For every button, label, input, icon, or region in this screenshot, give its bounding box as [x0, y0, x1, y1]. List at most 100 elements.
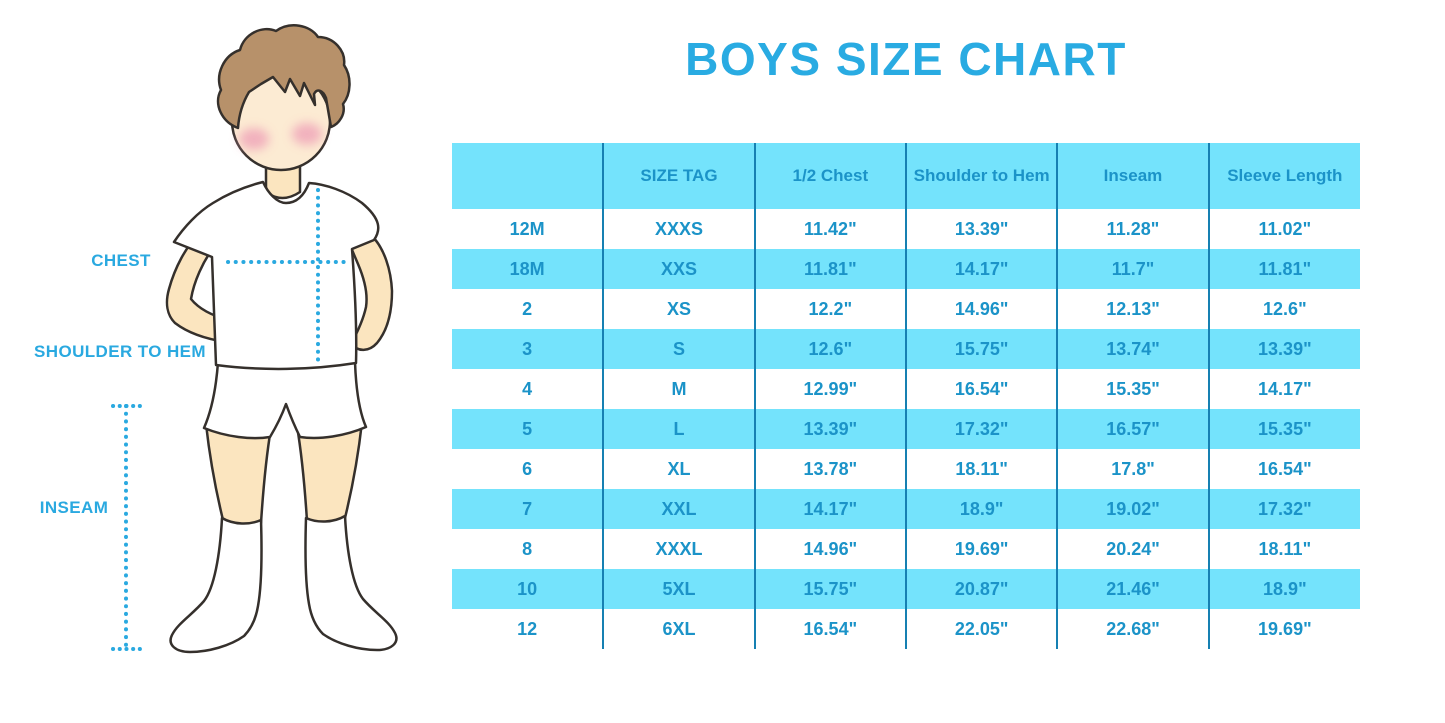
measurement-cell: 19.69" [1207, 609, 1360, 649]
measurement-cell: 19.02" [1056, 489, 1209, 529]
boy-hair [216, 24, 351, 130]
corner-header-cell [452, 143, 603, 209]
size-tag-cell: XXXL [602, 529, 755, 569]
measurement-cell: 17.32" [904, 409, 1058, 449]
size-tag-cell: 5XL [602, 569, 755, 609]
measurement-cell: 18.9" [904, 489, 1058, 529]
boy-sock-left [169, 516, 263, 654]
measurement-cell: 11.81" [753, 249, 906, 289]
measurement-cell: 12.13" [1056, 289, 1209, 329]
shoulder-to-hem-label: SHOULDER TO HEM [34, 342, 206, 361]
measurement-cell: 14.96" [904, 289, 1058, 329]
inseam-label: INSEAM [39, 498, 109, 517]
measurement-cell: 12.6" [1207, 289, 1360, 329]
size-cell: 6 [522, 458, 533, 479]
measurement-cell: 19.69" [904, 529, 1058, 569]
size-cell: 7 [522, 498, 533, 519]
measurement-cell: 15.75" [753, 569, 906, 609]
measurement-cell: 22.68" [1056, 609, 1209, 649]
table-row: 6 XL 13.78" 18.11" 17.8" 16.54" [452, 449, 1360, 489]
boy-shirt [172, 180, 380, 371]
header-row: SIZE TAG 1/2 Chest Shoulder to Hem Inseam Sl… [452, 143, 1360, 209]
measurement-cell: 18.11" [1207, 529, 1360, 569]
measurement-cell: 12.6" [753, 329, 906, 369]
boy-cheek-right [292, 123, 322, 145]
chest-label: CHEST [91, 251, 151, 270]
table-header: SIZE TAG 1/2 Chest Shoulder to Hem Inseam Sl… [452, 143, 1360, 209]
size-cell: 2 [522, 298, 533, 319]
size-tag-cell: XL [602, 449, 755, 489]
table-row: 10 5XL 15.75" 20.87" 21.46" 18.9" [452, 569, 1360, 609]
column-header: 1/2 Chest [753, 143, 906, 209]
page-title: BOYS SIZE CHART [685, 33, 1127, 85]
size-tag-cell: 6XL [602, 609, 755, 649]
boy-cheek-left [239, 128, 269, 150]
measurement-cell: 11.81" [1207, 249, 1360, 289]
size-cell: 12M [509, 218, 545, 239]
measurement-cell: 11.02" [1207, 209, 1360, 249]
table-row: 7 XXL 14.17" 18.9" 19.02" 17.32" [452, 489, 1360, 529]
boy-sock-right [304, 514, 398, 652]
measurement-cell: 22.05" [904, 609, 1058, 649]
measurement-cell: 17.32" [1207, 489, 1360, 529]
table-row: 12M XXXS 11.42" 13.39" 11.28" 11.02" [452, 209, 1360, 249]
measurement-cell: 11.28" [1056, 209, 1209, 249]
size-cell: 3 [522, 338, 533, 359]
size-tag-cell: M [602, 369, 755, 409]
table-row: 2 XS 12.2" 14.96" 12.13" 12.6" [452, 289, 1360, 329]
size-cell: 5 [522, 418, 533, 439]
table-row: 18M XXS 11.81" 14.17" 11.7" 11.81" [452, 249, 1360, 289]
table-row: 4 M 12.99" 16.54" 15.35" 14.17" [452, 369, 1360, 409]
column-header: Sleeve Length [1207, 143, 1360, 209]
measurement-cell: 14.17" [904, 249, 1058, 289]
measurement-cell: 14.17" [1207, 369, 1360, 409]
measurement-cell: 18.9" [1207, 569, 1360, 609]
measurement-cell: 11.42" [753, 209, 906, 249]
measurement-cell: 18.11" [904, 449, 1058, 489]
boy-measurement-illustration [111, 24, 398, 654]
measurement-cell: 16.57" [1056, 409, 1209, 449]
measurement-cell: 20.87" [904, 569, 1058, 609]
size-cell: 12 [517, 618, 538, 639]
table-row: 8 XXXL 14.96" 19.69" 20.24" 18.11" [452, 529, 1360, 569]
size-tag-cell: S [602, 329, 755, 369]
measurement-cell: 13.39" [1207, 329, 1360, 369]
boy-shorts [202, 360, 368, 440]
measurement-cell: 12.99" [753, 369, 906, 409]
measurement-cell: 13.39" [904, 209, 1058, 249]
measurement-cell: 14.17" [753, 489, 906, 529]
size-tag-cell: XS [602, 289, 755, 329]
measurement-cell: 15.75" [904, 329, 1058, 369]
measurement-cell: 13.78" [753, 449, 906, 489]
size-tag-cell: L [602, 409, 755, 449]
measurement-cell: 11.7" [1056, 249, 1209, 289]
measurement-cell: 16.54" [1207, 449, 1360, 489]
measurement-cell: 12.2" [753, 289, 906, 329]
size-table: SIZE TAG 1/2 Chest Shoulder to Hem Inseam Sl… [452, 143, 1360, 649]
measurement-cell: 16.54" [904, 369, 1058, 409]
size-cell: 10 [517, 578, 538, 599]
table-row: 12 6XL 16.54" 22.05" 22.68" 19.69" [452, 609, 1360, 649]
measurement-cell: 13.39" [753, 409, 906, 449]
boy-leg-left [204, 422, 273, 529]
measurement-cell: 14.96" [753, 529, 906, 569]
table-row: 3 S 12.6" 15.75" 13.74" 13.39" [452, 329, 1360, 369]
inseam-measure-line [111, 404, 142, 651]
column-header: SIZE TAG [602, 143, 755, 209]
size-tag-cell: XXXS [602, 209, 755, 249]
size-tag-cell: XXL [602, 489, 755, 529]
table-body: 12M XXXS 11.42" 13.39" 11.28" 11.02" 18M XXS 11.… [452, 209, 1360, 649]
measurement-cell: 15.35" [1207, 409, 1360, 449]
column-header: Shoulder to Hem [904, 143, 1058, 209]
measurement-cell: 17.8" [1056, 449, 1209, 489]
size-cell: 18M [509, 258, 545, 279]
size-cell: 8 [522, 538, 533, 559]
measurement-cell: 13.74" [1056, 329, 1209, 369]
table-row: 5 L 13.39" 17.32" 16.57" 15.35" [452, 409, 1360, 449]
measurement-cell: 16.54" [753, 609, 906, 649]
measurement-cell: 21.46" [1056, 569, 1209, 609]
column-header: Inseam [1056, 143, 1209, 209]
size-tag-cell: XXS [602, 249, 755, 289]
measurement-cell: 15.35" [1056, 369, 1209, 409]
